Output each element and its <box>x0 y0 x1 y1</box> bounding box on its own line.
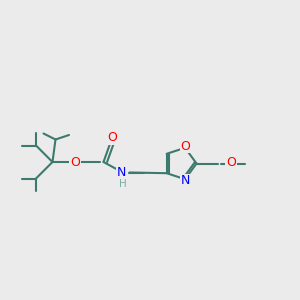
Text: O: O <box>180 140 190 153</box>
Text: H: H <box>118 179 126 189</box>
Text: N: N <box>180 174 190 187</box>
Text: O: O <box>108 131 117 144</box>
Text: O: O <box>70 155 80 169</box>
Text: N: N <box>117 166 126 179</box>
Text: O: O <box>226 156 236 170</box>
